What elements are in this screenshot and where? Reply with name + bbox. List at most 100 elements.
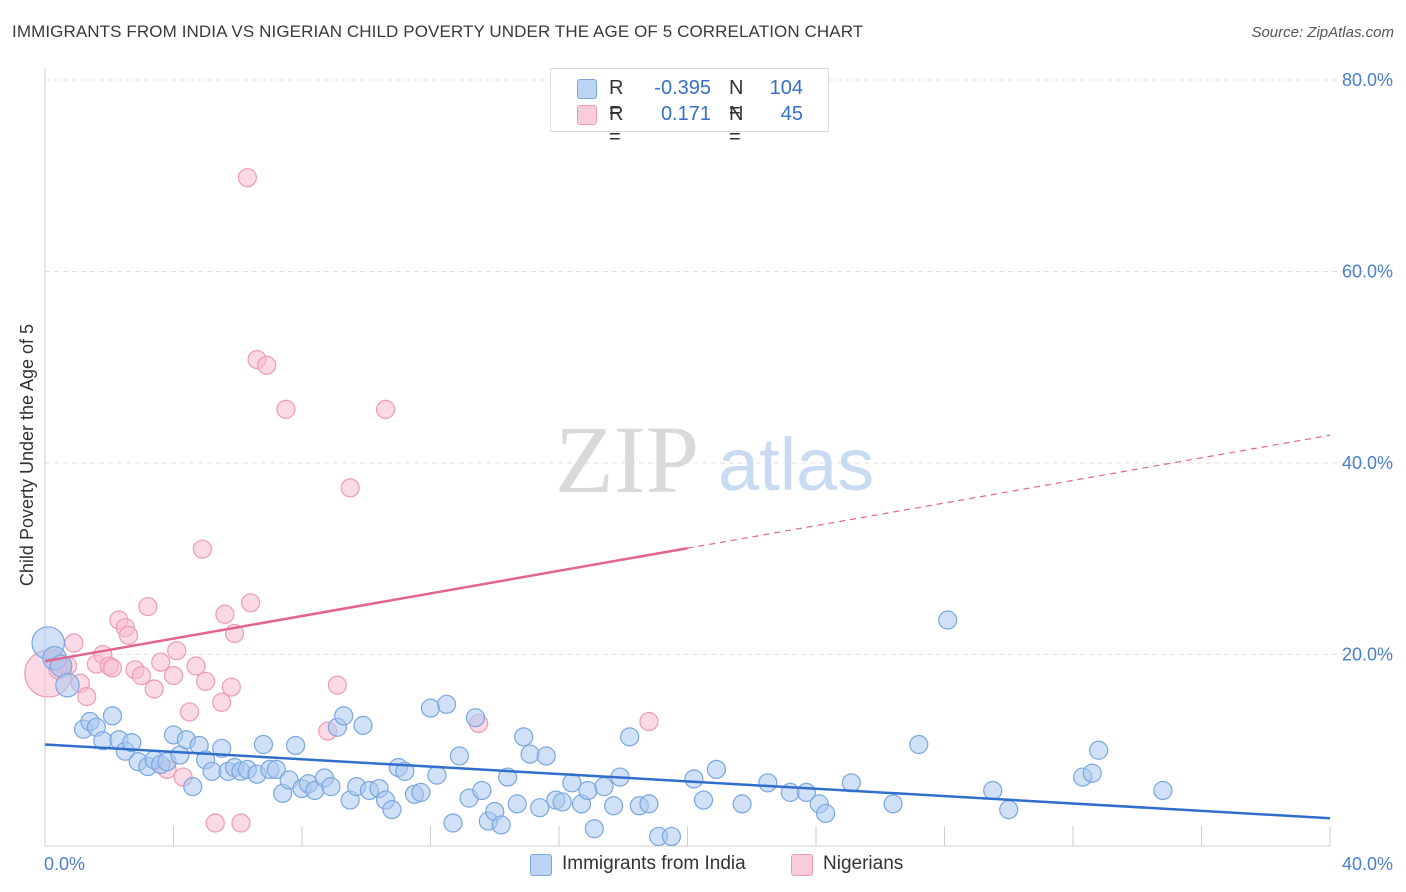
india-point-66 — [507, 794, 527, 814]
india-point-102 — [1153, 780, 1173, 801]
watermark-zip: ZIP — [555, 406, 699, 513]
india-point-64 — [491, 815, 511, 835]
india-point-82 — [639, 794, 659, 814]
india-point-11 — [122, 732, 142, 753]
y-tick-label-60: 60.0% — [1342, 262, 1393, 282]
india-point-103 — [693, 790, 714, 810]
x-tick-label-min: 0.0% — [44, 854, 85, 874]
nigerians-point-40 — [340, 478, 360, 498]
nigerians-point-41 — [375, 399, 396, 419]
nigerians-point-23 — [179, 702, 200, 722]
legend-n-label: N = — [729, 103, 744, 148]
india-point-75 — [578, 780, 598, 801]
india-points — [31, 610, 1173, 847]
india-point-57 — [443, 813, 463, 833]
india-point-60 — [465, 708, 486, 728]
india-point-73 — [562, 773, 582, 793]
india-point-84 — [661, 826, 682, 847]
nigerians-point-13 — [118, 625, 139, 645]
y-tick-label-80: 80.0% — [1342, 70, 1393, 90]
india-point-101 — [1089, 740, 1109, 760]
nigerians-point-18 — [151, 652, 171, 672]
nigerians-point-4 — [64, 633, 84, 653]
axes — [44, 68, 1331, 847]
india-point-54 — [420, 698, 441, 718]
y-tick-label-20: 20.0% — [1342, 645, 1393, 665]
nigerians-point-36 — [257, 355, 277, 375]
nigerians-point-16 — [138, 597, 158, 617]
india-point-98 — [999, 800, 1019, 820]
nigerians-point-37 — [276, 399, 296, 419]
nigerians-point-43 — [639, 711, 659, 732]
series-label-india: Immigrants from India — [562, 853, 746, 874]
india-point-23 — [202, 761, 222, 781]
india-point-40 — [321, 777, 341, 797]
india-point-93 — [841, 773, 861, 793]
legend-r-value-india: -0.395 — [654, 77, 711, 99]
series-swatch-nigerians — [791, 854, 813, 876]
india-point-61 — [472, 780, 492, 801]
legend-r-label: R = — [609, 103, 624, 148]
india-point-49 — [382, 800, 402, 820]
india-point-72 — [552, 792, 572, 812]
india-point-77 — [594, 777, 614, 797]
source-label: Source: ZipAtlas.com — [1251, 24, 1394, 41]
legend-n-value-india: 104 — [769, 77, 803, 99]
legend-n-label: N = — [729, 77, 744, 122]
india-point-76 — [584, 819, 604, 839]
india-point-24 — [212, 738, 232, 758]
trend-lines — [44, 434, 1331, 820]
india-point-58 — [449, 746, 470, 766]
nigerians-point-21 — [167, 641, 187, 661]
india-point-95 — [909, 734, 929, 755]
india-point-70 — [536, 746, 556, 766]
india-point-88 — [758, 773, 778, 793]
india-point-87 — [732, 794, 752, 814]
india-point-32 — [266, 759, 286, 780]
nigerians-point-32 — [231, 813, 251, 833]
india-point-65 — [498, 767, 518, 787]
legend-n-value-nigerians: 45 — [780, 103, 803, 125]
y-axis-label: Child Poverty Under the Age of 5 — [17, 324, 37, 586]
nigerians-point-24 — [186, 656, 206, 676]
nigerians-point-27 — [205, 813, 225, 833]
india-point-78 — [604, 796, 624, 816]
india-point-80 — [620, 727, 640, 747]
tick-labels: 20.0% 40.0% 60.0% 80.0% 0.0% 40.0% — [44, 70, 1393, 874]
india-point-42 — [334, 706, 354, 726]
nigerians-point-34 — [241, 593, 261, 613]
india-point-68 — [520, 744, 540, 764]
india-point-86 — [706, 759, 727, 780]
x-tick-label-max: 40.0% — [1342, 854, 1393, 874]
watermark: ZIP atlas — [555, 406, 874, 513]
nigerians-trend-extension — [687, 434, 1331, 549]
nigerians-point-30 — [221, 677, 241, 697]
nigerians-point-29 — [215, 604, 235, 624]
gridlines — [45, 79, 1392, 655]
legend-r-label: R = — [609, 77, 624, 122]
india-point-45 — [353, 715, 373, 735]
nigerians-point-25 — [192, 539, 213, 559]
india-point-97 — [983, 780, 1003, 801]
india-point-30 — [253, 734, 274, 755]
india-point-8 — [102, 706, 123, 726]
india-point-51 — [395, 761, 415, 781]
india-point-85 — [684, 769, 704, 789]
nigerians-point-6 — [77, 687, 97, 707]
nigerians-point-33 — [237, 168, 257, 188]
india-point-100 — [1082, 763, 1102, 783]
legend-r-value-nigerians: 0.171 — [660, 103, 711, 125]
nigerians-point-39 — [327, 675, 347, 695]
y-tick-label-40: 40.0% — [1342, 453, 1393, 473]
india-point-35 — [285, 735, 306, 756]
correlation-legend: R = -0.395 N = 104 R = 0.171 N = 45 — [550, 68, 829, 148]
chart-title: IMMIGRANTS FROM INDIA VS NIGERIAN CHILD … — [12, 22, 864, 41]
series-swatch-india — [530, 854, 552, 876]
series-label-nigerians: Nigerians — [823, 853, 904, 874]
india-point-69 — [530, 798, 550, 818]
india-point-56 — [436, 694, 457, 714]
india-trend-line — [44, 743, 1331, 820]
nigerians-point-15 — [131, 665, 151, 686]
nigerians-point-10 — [102, 658, 123, 678]
